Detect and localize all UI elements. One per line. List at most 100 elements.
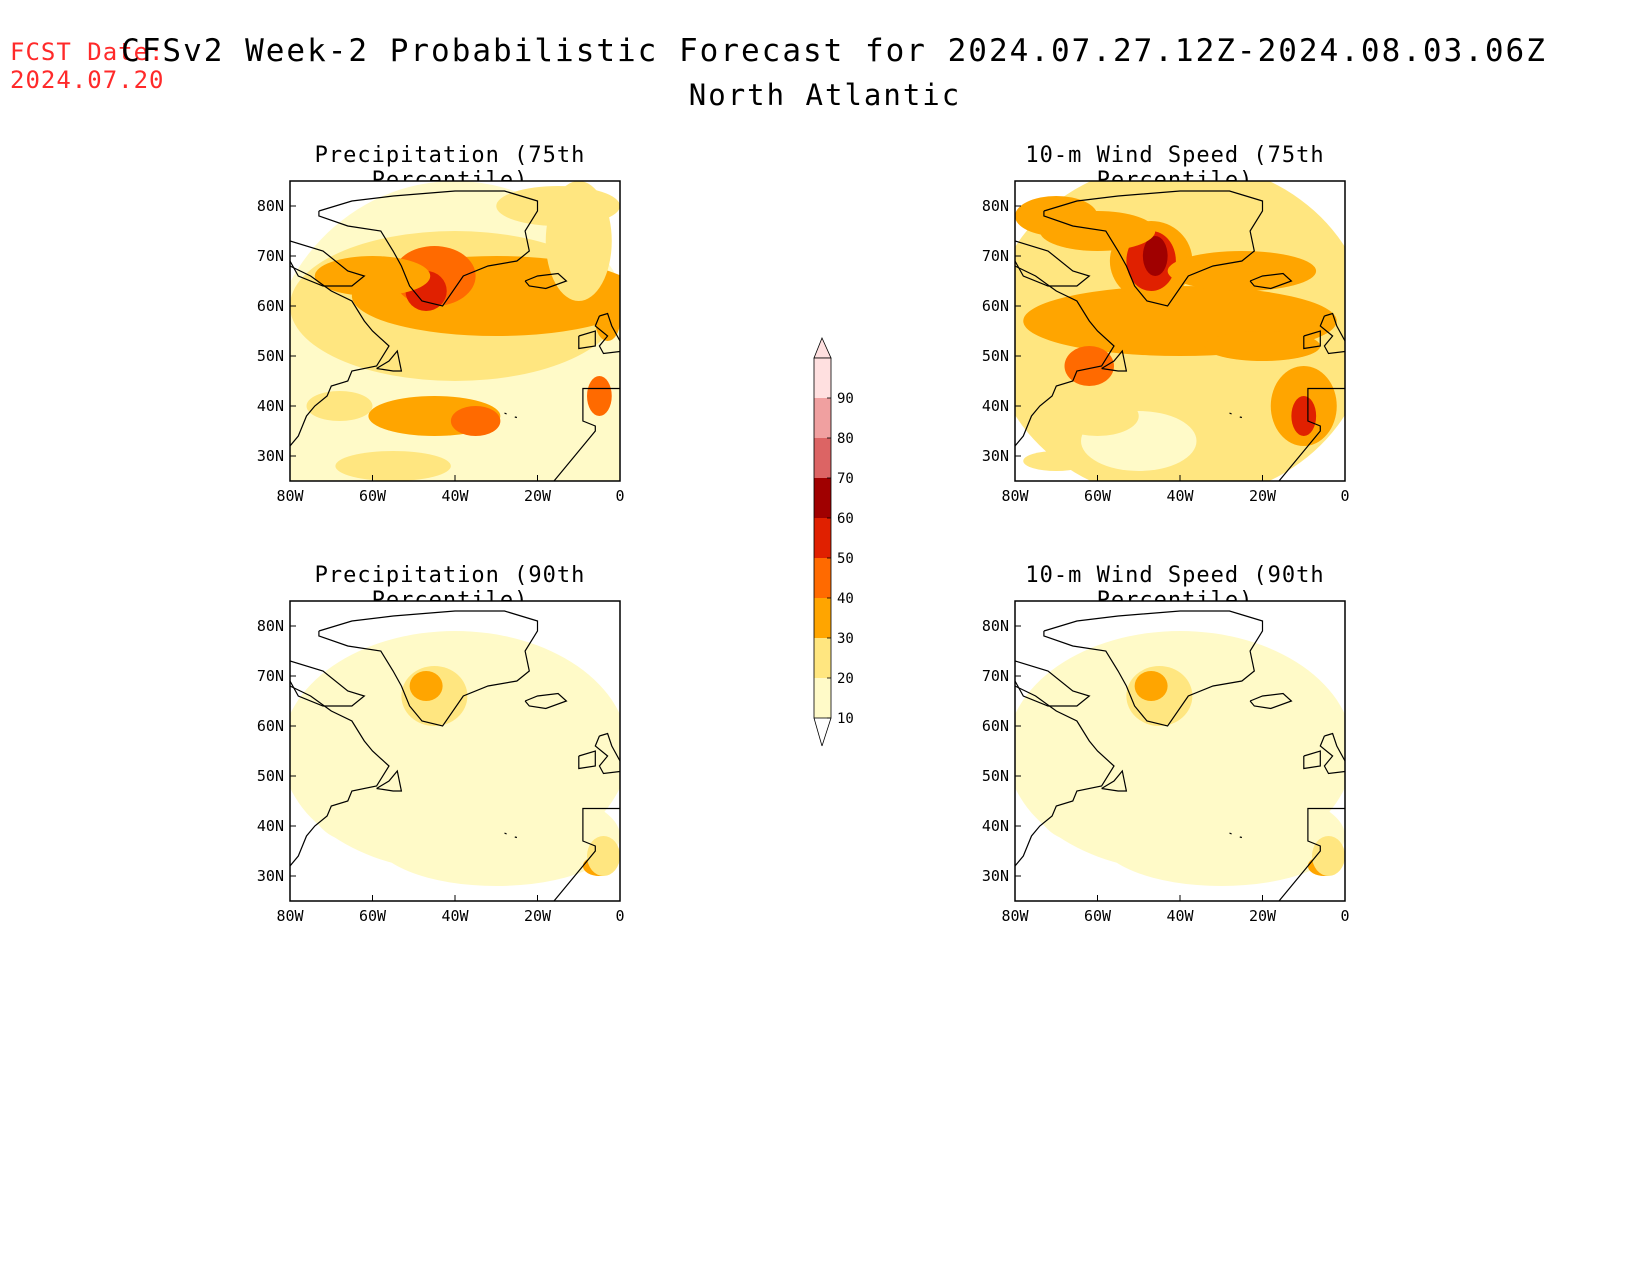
map: 80N 70N 60N 50N 40N 30N 80W 60W 40W 20W 0: [257, 180, 625, 505]
lon-tick-label: 60W: [1084, 487, 1112, 505]
coastline: [594, 732, 620, 775]
field-blob: [1035, 761, 1119, 841]
coastline: [1015, 240, 1091, 287]
lat-tick-label: 30N: [982, 447, 1009, 465]
coastline: [290, 265, 390, 447]
coastline: [376, 769, 403, 792]
field-blob: [1134, 671, 1168, 701]
lat-tick-label: 40N: [982, 817, 1009, 835]
lon-tick-label: 0: [1340, 907, 1349, 925]
panel-wind90: 10-m Wind Speed (90th Percentile) 80N 70N…: [965, 563, 1385, 925]
colorbar-label: 50: [837, 551, 854, 567]
coastline: [318, 190, 539, 307]
coastline: [514, 416, 518, 419]
panel-precip90: Precipitation (90th Percentile) 80N 70N 60…: [240, 563, 660, 925]
forecast-date-value: 2024.07.20: [10, 66, 165, 94]
colorbar-label: 90: [837, 391, 854, 407]
field-blob: [310, 761, 394, 841]
colorbar-label: 10: [837, 711, 854, 727]
coastline: [578, 330, 596, 350]
lon-tick-label: 0: [615, 487, 624, 505]
colorbar-label: 40: [837, 591, 854, 607]
lat-tick-label: 70N: [257, 247, 284, 265]
coastline: [1303, 750, 1321, 770]
coastline: [1319, 312, 1345, 355]
field-blob: [545, 181, 612, 301]
lat-tick-label: 40N: [257, 817, 284, 835]
field-blob: [1204, 331, 1321, 361]
field-blob: [1064, 346, 1114, 386]
lat-tick-label: 30N: [257, 867, 284, 885]
lon-tick-label: 20W: [1249, 907, 1277, 925]
forecast-date: FCST Date: 2024.07.20: [10, 38, 165, 94]
lat-tick-label: 60N: [982, 717, 1009, 735]
coastline: [1043, 190, 1264, 307]
lon-tick-label: 40W: [1166, 907, 1194, 925]
forecast-date-label: FCST Date:: [10, 38, 165, 66]
figure-title: CFSv2 Week-2 Probabilistic Forecast for …: [121, 33, 1547, 69]
coastline: [1319, 732, 1345, 775]
colorbar-swatch: [814, 518, 831, 558]
field-blob: [306, 391, 373, 421]
lat-tick-label: 60N: [982, 297, 1009, 315]
lon-tick-label: 20W: [1249, 487, 1277, 505]
lon-tick-label: 40W: [441, 907, 469, 925]
lon-tick-label: 80W: [1001, 487, 1029, 505]
colorbar-swatch: [814, 358, 831, 398]
lat-tick-label: 80N: [257, 197, 284, 215]
lon-tick-label: 60W: [359, 487, 387, 505]
figure-subtitle: North Atlantic: [688, 78, 962, 112]
coastline: [504, 832, 507, 835]
coastline: [1249, 692, 1293, 710]
lon-tick-label: 0: [615, 907, 624, 925]
lat-tick-label: 70N: [257, 667, 284, 685]
coastline: [1229, 832, 1232, 835]
field-blob: [1023, 451, 1090, 471]
lat-tick-label: 30N: [982, 867, 1009, 885]
colorbar-label: 80: [837, 431, 854, 447]
field-blob: [1097, 786, 1345, 886]
lon-tick-label: 80W: [1001, 907, 1029, 925]
coastline: [1043, 610, 1264, 727]
coastline: [290, 240, 366, 287]
panel-precip75: Precipitation (75th Percentile) 80N 70N 60…: [240, 143, 660, 505]
colorbar-swatch: [814, 638, 831, 678]
coastline: [1303, 330, 1321, 350]
lon-tick-label: 80W: [276, 907, 304, 925]
field-blob: [1056, 396, 1139, 436]
coastline: [1249, 272, 1293, 290]
field-blob: [450, 406, 501, 436]
colorbar-label: 20: [837, 671, 854, 687]
lat-tick-label: 70N: [982, 247, 1009, 265]
coastline: [594, 312, 620, 355]
colorbar-label: 30: [837, 631, 854, 647]
colorbar-cap: [813, 717, 832, 747]
field-blob: [409, 671, 443, 701]
lat-tick-label: 40N: [982, 397, 1009, 415]
coastline: [1015, 685, 1115, 867]
field-blob: [339, 331, 406, 361]
coastline: [514, 836, 518, 839]
lat-tick-label: 50N: [982, 347, 1009, 365]
field-blob: [1167, 251, 1317, 291]
lon-tick-label: 20W: [524, 487, 552, 505]
colorbar-swatch: [814, 678, 831, 718]
colorbar-swatch: [814, 558, 831, 598]
lon-tick-label: 20W: [524, 907, 552, 925]
lon-tick-label: 60W: [1084, 907, 1112, 925]
colorbar-swatch: [814, 478, 831, 518]
coastline: [1101, 769, 1128, 792]
field-blob: [335, 451, 451, 481]
field-blob: [1291, 396, 1317, 436]
coastline: [318, 610, 539, 727]
coastline: [578, 750, 596, 770]
lat-tick-label: 80N: [982, 197, 1009, 215]
coastline: [1015, 265, 1115, 447]
coastline: [524, 692, 568, 710]
coastline: [376, 349, 403, 372]
lat-tick-label: 80N: [257, 617, 284, 635]
map: 80N 70N 60N 50N 40N 30N 80W 60W 40W 20W 0: [982, 600, 1350, 925]
lat-tick-label: 70N: [982, 667, 1009, 685]
lat-tick-label: 80N: [982, 617, 1009, 635]
coastline: [1015, 660, 1091, 707]
